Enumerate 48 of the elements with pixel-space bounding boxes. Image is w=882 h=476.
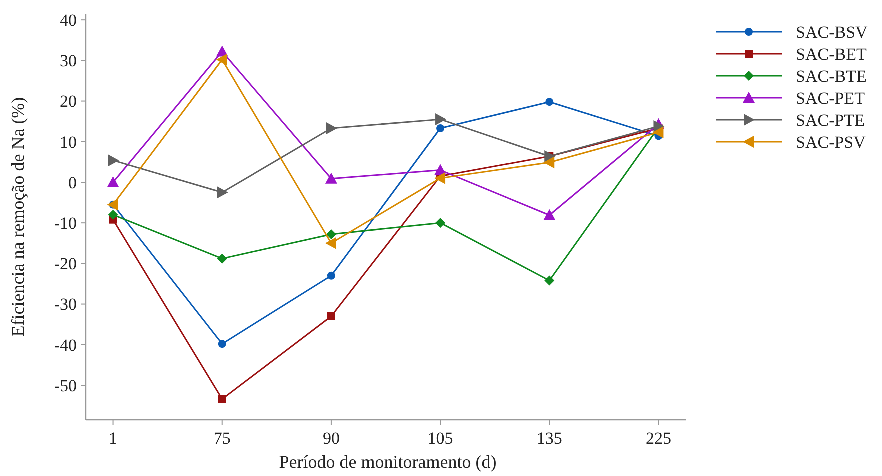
point bbox=[544, 276, 555, 286]
point bbox=[327, 272, 336, 280]
legend-label: SAC-PSV bbox=[796, 132, 867, 152]
x-tick-label: 105 bbox=[428, 429, 454, 448]
point bbox=[108, 210, 118, 220]
point bbox=[325, 172, 338, 184]
point bbox=[652, 126, 664, 139]
y-tick-label: 10 bbox=[60, 132, 77, 152]
x-tick-label: 225 bbox=[646, 429, 672, 448]
y-tick-label: -30 bbox=[54, 295, 77, 314]
legend-label: SAC-BSV bbox=[796, 22, 869, 42]
x-tick-label: 90 bbox=[322, 429, 340, 448]
point bbox=[436, 114, 447, 126]
point bbox=[544, 209, 556, 220]
y-tick-label: 0 bbox=[68, 173, 77, 192]
point bbox=[218, 395, 226, 404]
point bbox=[546, 98, 554, 106]
x-tick-label: 1 bbox=[109, 429, 118, 448]
x-tick-label: 75 bbox=[214, 429, 231, 448]
point bbox=[326, 122, 338, 134]
legend-label: SAC-PTE bbox=[796, 110, 865, 130]
point bbox=[325, 237, 336, 250]
point bbox=[107, 176, 120, 188]
legend-label: SAC-BET bbox=[796, 44, 868, 64]
x-axis-title: Período de monitoramento (d) bbox=[279, 452, 497, 472]
point bbox=[108, 154, 120, 167]
point bbox=[218, 340, 226, 348]
point bbox=[326, 229, 336, 240]
point bbox=[654, 120, 665, 132]
point bbox=[544, 156, 555, 169]
point bbox=[217, 254, 228, 264]
y-tick-label: -10 bbox=[54, 214, 77, 234]
y-tick-label: -20 bbox=[54, 254, 77, 274]
legend-label: SAC-PET bbox=[796, 88, 866, 108]
y-tick-label: -50 bbox=[54, 376, 77, 396]
point bbox=[436, 124, 445, 132]
y-tick-label: 30 bbox=[60, 52, 77, 71]
y-tick-label: -40 bbox=[54, 336, 77, 355]
y-tick-label: 20 bbox=[60, 92, 77, 112]
x-tick-label: 135 bbox=[536, 429, 562, 448]
point bbox=[327, 312, 336, 320]
point bbox=[217, 186, 228, 199]
legend-label: SAC-BTE bbox=[796, 66, 867, 86]
point bbox=[216, 54, 228, 66]
point bbox=[436, 218, 446, 228]
y-axis-title: Eficiencia na remoção de Na (%) bbox=[8, 97, 28, 337]
point bbox=[434, 172, 446, 184]
y-tick-label: 40 bbox=[60, 11, 77, 30]
